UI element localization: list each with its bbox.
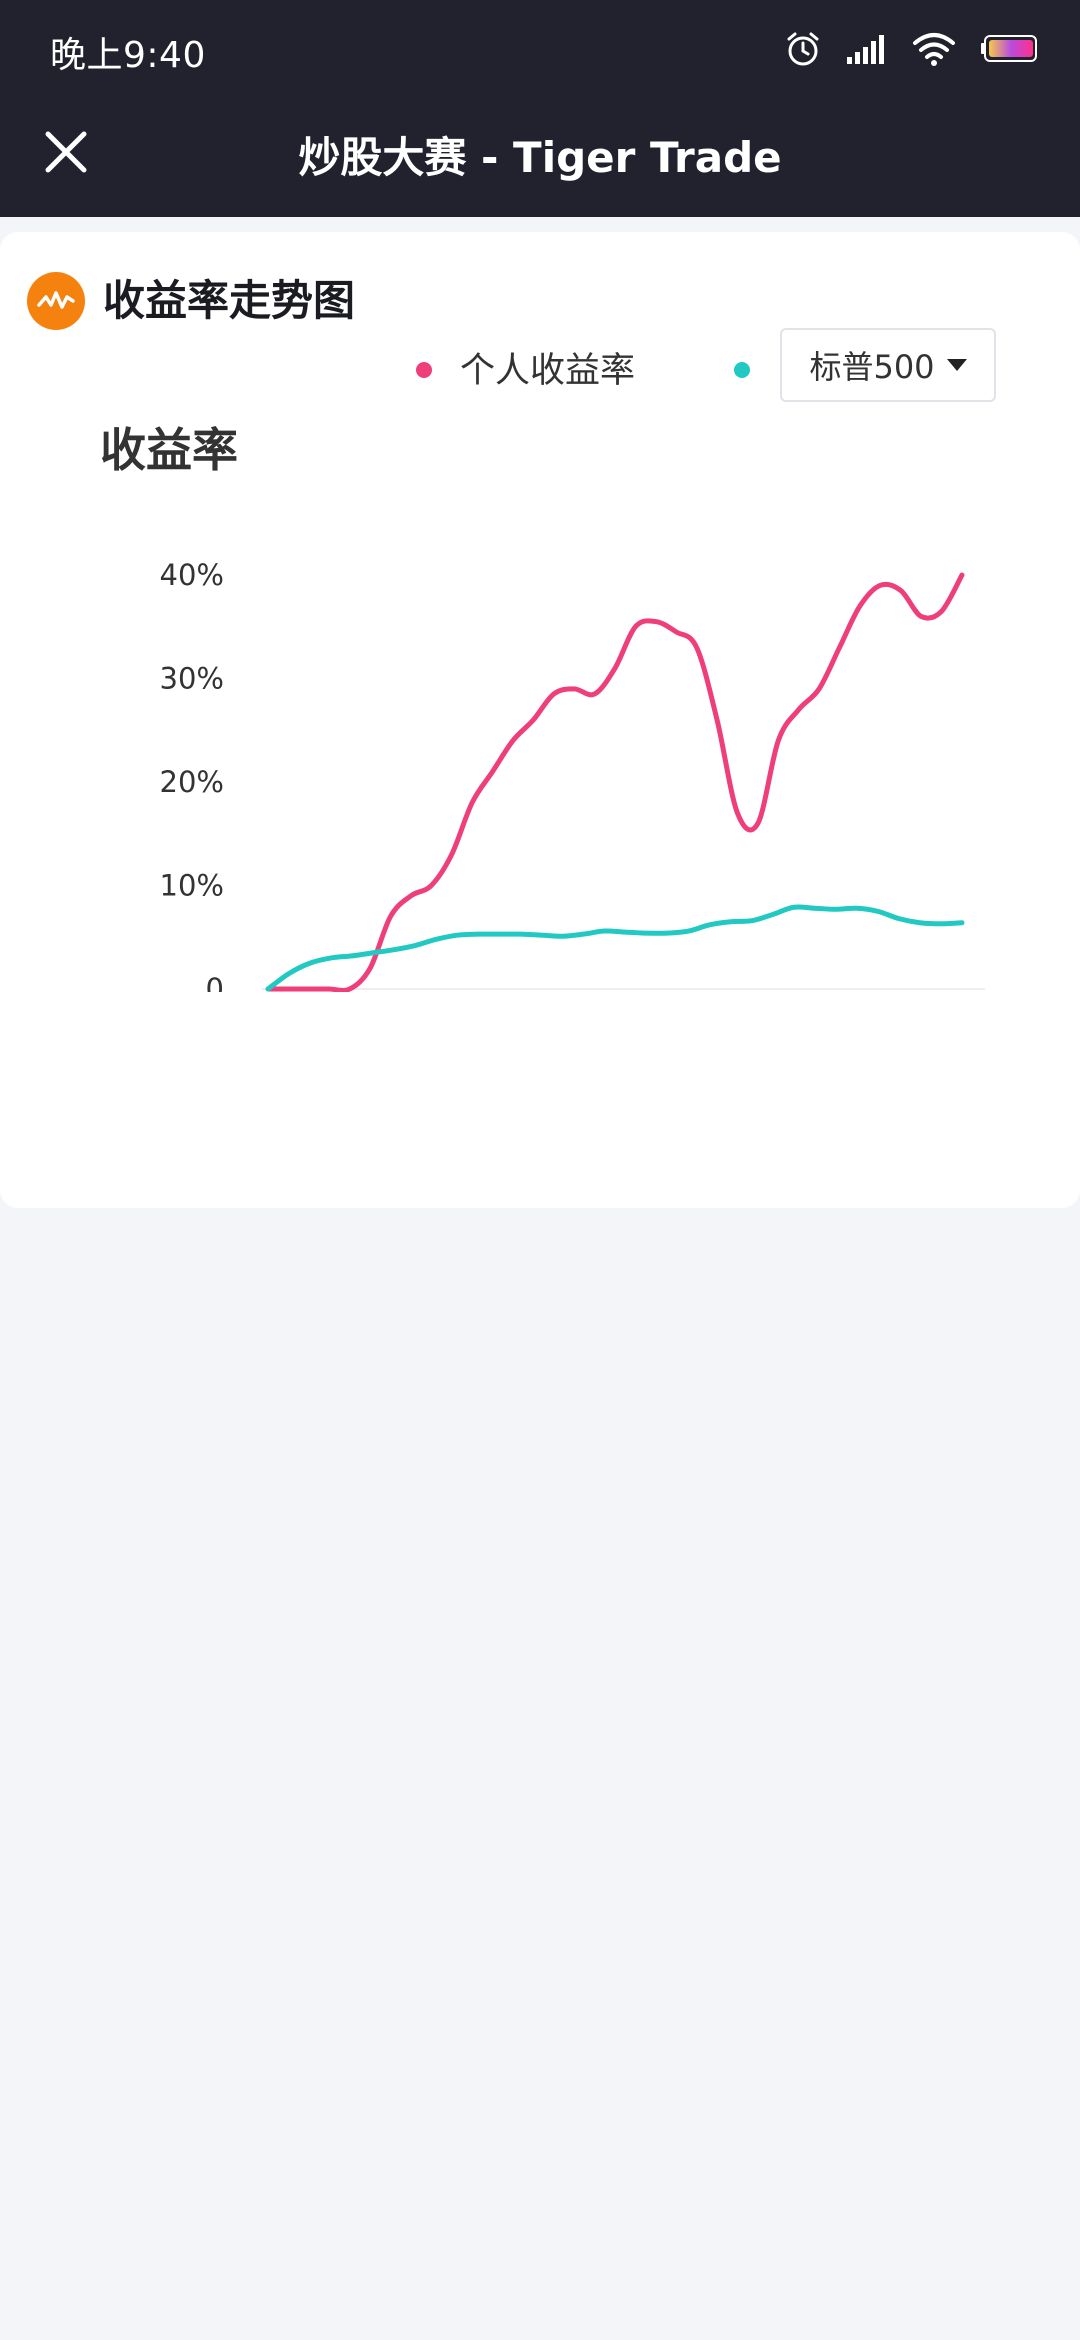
section-title: 收益率走势图 <box>103 276 356 325</box>
y-tick-label: 10% <box>160 869 224 903</box>
close-button[interactable] <box>34 120 98 184</box>
signal-icon <box>847 35 884 64</box>
y-tick-label: 30% <box>160 662 224 696</box>
y-tick-label: 20% <box>160 765 224 799</box>
status-icons <box>784 24 1040 74</box>
series-line-benchmark <box>265 904 965 992</box>
top-bar: 晚上9:40 <box>0 0 1080 217</box>
chevron-down-icon <box>946 359 967 371</box>
series-line-personal <box>265 572 965 992</box>
line-chart: 010%20%30%40% 06/0306/0606/1106/1406/190… <box>160 558 985 992</box>
legend-dot-personal <box>416 362 432 378</box>
benchmark-select-label: 标普500 <box>809 348 935 386</box>
y-tick-label: 0 <box>206 972 224 992</box>
wave-icon <box>27 272 85 330</box>
wifi-icon <box>913 33 955 66</box>
legend-dot-benchmark <box>734 362 750 378</box>
battery-icon <box>981 35 1037 62</box>
alarm-icon <box>787 32 819 66</box>
benchmark-select[interactable]: 标普500 <box>780 328 996 402</box>
status-time: 晚上9:40 <box>50 35 206 76</box>
page-title: 炒股大赛 - Tiger Trade <box>298 133 782 182</box>
chart-title: 收益率 <box>100 423 238 477</box>
chart-card: 收益率走势图 个人收益率 标普500 收益率 010%20%30%40% 06/… <box>0 232 1080 1208</box>
legend-personal-label: 个人收益率 <box>460 351 636 391</box>
y-tick-label: 40% <box>160 558 224 592</box>
